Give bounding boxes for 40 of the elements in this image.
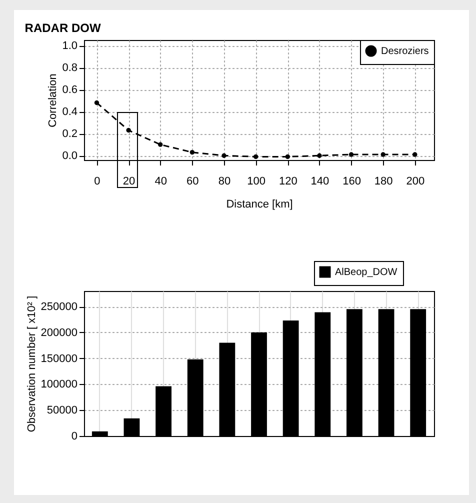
x-tick-label: 40 <box>154 176 167 188</box>
y-tick-label: 0.4 <box>62 106 78 118</box>
y-tick-label: 0.2 <box>62 128 78 140</box>
x-tick-label: 60 <box>186 176 199 188</box>
point <box>412 152 418 157</box>
y-tick-label: 0.8 <box>62 62 78 74</box>
x-tick-label: 200 <box>406 176 425 188</box>
point <box>190 150 195 155</box>
x-tick-label: 80 <box>218 176 231 188</box>
point <box>126 128 131 133</box>
y-tick-label: 150000 <box>40 352 78 365</box>
legend-label: AlBeop_DOW <box>335 267 398 278</box>
y-axis-title: Correlation <box>47 74 60 128</box>
x-tick-label: 180 <box>374 176 393 188</box>
y-tick-label: 200000 <box>40 326 78 339</box>
chart-title: RADAR DOW <box>24 21 102 35</box>
point <box>222 153 226 158</box>
y-axis-title: Observation number [ x10² ] <box>26 296 38 432</box>
point <box>285 154 290 160</box>
point <box>253 154 258 160</box>
y-tick-label: 0.0 <box>62 150 78 162</box>
y-tick-label: 0 <box>71 430 78 442</box>
y-tick-label: 250000 <box>40 301 78 314</box>
y-tick-label: 0.6 <box>62 84 78 96</box>
x-axis-title: Distance [km] <box>226 198 293 210</box>
x-tick-label: 100 <box>247 176 266 188</box>
point <box>158 142 163 147</box>
x-tick-label: 140 <box>310 176 330 188</box>
point <box>348 152 354 157</box>
point <box>94 100 100 106</box>
x-tick-label: 120 <box>278 176 298 188</box>
point <box>380 152 386 157</box>
x-tick-label: 160 <box>342 176 361 188</box>
point <box>317 153 322 158</box>
y-tick-label: 1.0 <box>62 40 78 52</box>
x-tick-label: 0 <box>94 176 100 188</box>
y-tick-label: 100000 <box>40 378 78 391</box>
y-tick-label: 50000 <box>46 404 78 417</box>
x-tick-label: 20 <box>122 176 136 188</box>
legend-label: Desroziers <box>381 46 429 57</box>
